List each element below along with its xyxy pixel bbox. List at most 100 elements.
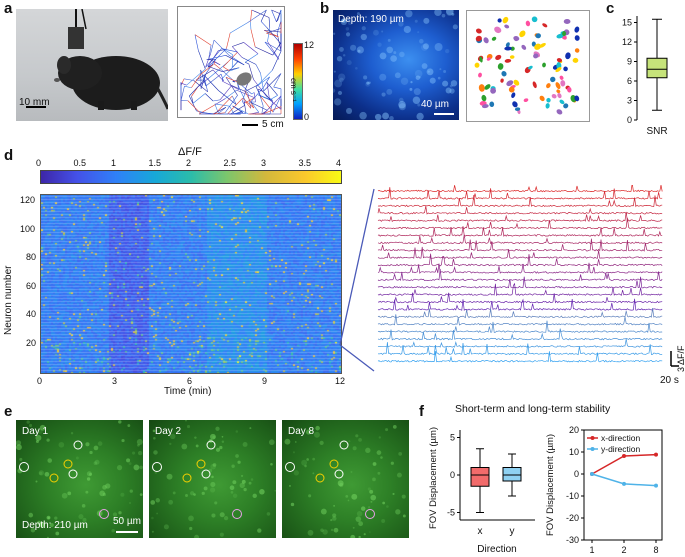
tracked-cell-ring (182, 473, 192, 483)
zoom-connector-top (339, 188, 375, 346)
fov-speckle (392, 425, 397, 429)
fov-speckle (55, 531, 60, 536)
fov-speckle (377, 42, 382, 47)
trajectory-segment (250, 101, 268, 111)
roi-cell (504, 24, 510, 29)
roi-cell (572, 57, 579, 63)
fov-speckle (194, 436, 197, 439)
fov-speckle (235, 430, 239, 433)
trajectory-segment (230, 22, 248, 34)
fov-speckle (337, 480, 344, 487)
trajectory-segment (250, 87, 264, 103)
fov-speckle (28, 423, 33, 428)
fov-speckle (257, 528, 262, 533)
fov-speckle (386, 46, 394, 54)
fov-speckle (376, 450, 382, 455)
trajectory-segment (214, 61, 221, 66)
fov-speckle (350, 534, 356, 538)
colorbar-tick-label: 2.5 (223, 158, 237, 168)
roi-cell (490, 87, 497, 94)
trajectory-segment (251, 92, 255, 95)
fov-speckle (152, 429, 156, 433)
fov-speckle (70, 431, 74, 435)
mouse-photo (16, 9, 168, 121)
fov-speckle (333, 88, 336, 93)
roi-cell (533, 53, 539, 59)
fov-speckle (243, 487, 247, 492)
roi-cell (502, 16, 509, 24)
fov-speckle (399, 51, 405, 58)
box-ytick-label: -5 (447, 508, 455, 518)
fov-speckle (398, 452, 403, 456)
fov-speckle (445, 87, 452, 94)
fov-speckle (313, 431, 320, 438)
trajectory-segment (229, 112, 243, 115)
trajectory-segment (268, 17, 271, 28)
fov-speckle (449, 88, 455, 94)
heatmap-ytick-label: 60 (26, 280, 37, 291)
fov-speckle (30, 527, 36, 533)
fov-speckle (156, 512, 159, 515)
fov-speckle (332, 516, 337, 521)
fov-speckle (368, 81, 371, 85)
fov-speckle (118, 420, 122, 424)
roi-cell (504, 46, 512, 51)
fov-speckle (429, 77, 436, 84)
neuron-trace (377, 226, 663, 237)
mouse-scale-label: 10 mm (19, 97, 50, 108)
line-xtick-label: 2 (621, 545, 626, 555)
tracked-cell-ring (206, 440, 216, 450)
roi-cell (491, 36, 497, 41)
roi-cell (567, 86, 572, 93)
fov-speckle (301, 459, 308, 466)
fov-speckle (370, 494, 377, 501)
trajectory-segment (213, 112, 226, 115)
trajectory-segment (263, 91, 271, 100)
tracked-cell-ring (315, 473, 325, 483)
trajectory-segment (271, 9, 277, 23)
trajectory-segment (207, 48, 227, 68)
track-scale-bar (242, 124, 258, 126)
fov-speckle (170, 433, 176, 440)
trajectory-segment (232, 105, 243, 113)
fov-speckle (394, 72, 401, 79)
fov-speckle (390, 461, 394, 465)
fov-speckle (358, 535, 361, 538)
box-category-label: x (478, 526, 483, 537)
snr-ytick-label: 3 (627, 96, 632, 106)
fov-speckle (121, 438, 125, 443)
fov-speckle (120, 517, 123, 520)
trajectory-segment (222, 80, 240, 91)
roi-cell (494, 26, 502, 34)
fov-speckle (35, 434, 42, 441)
two-photon-image (333, 10, 459, 120)
trajectory-segment (231, 54, 234, 68)
fov-speckle (39, 471, 43, 476)
fov-speckle (189, 491, 195, 496)
fov-speckle (16, 444, 22, 451)
fov-speckle (116, 465, 123, 471)
colorbar-tick-label: 3 (261, 158, 267, 168)
fov-speckle (136, 439, 143, 445)
fov-speckle (39, 521, 46, 528)
trajectory-segment (194, 34, 199, 51)
fov-speckle (390, 55, 397, 62)
fov-speckle (359, 111, 367, 120)
fov-speckle (427, 70, 430, 73)
trajectory-segment (213, 99, 221, 102)
fov-speckle (219, 512, 225, 518)
fov-speckle (169, 442, 172, 446)
day-label: Day 1 (22, 426, 49, 437)
trajectory-segment (250, 101, 260, 113)
trajectory-segment (203, 74, 219, 91)
trajectory-segment (227, 97, 243, 115)
trajectory-segment (193, 80, 208, 93)
fov-speckle (118, 511, 122, 515)
snr-ytick-label: 6 (627, 76, 632, 86)
box-ytick-label: 0 (450, 470, 455, 480)
fov-speckle (342, 19, 345, 23)
fov-speckle (341, 18, 346, 23)
fov-speckle (269, 439, 275, 446)
colorbar-tick-label: 3.5 (298, 158, 312, 168)
